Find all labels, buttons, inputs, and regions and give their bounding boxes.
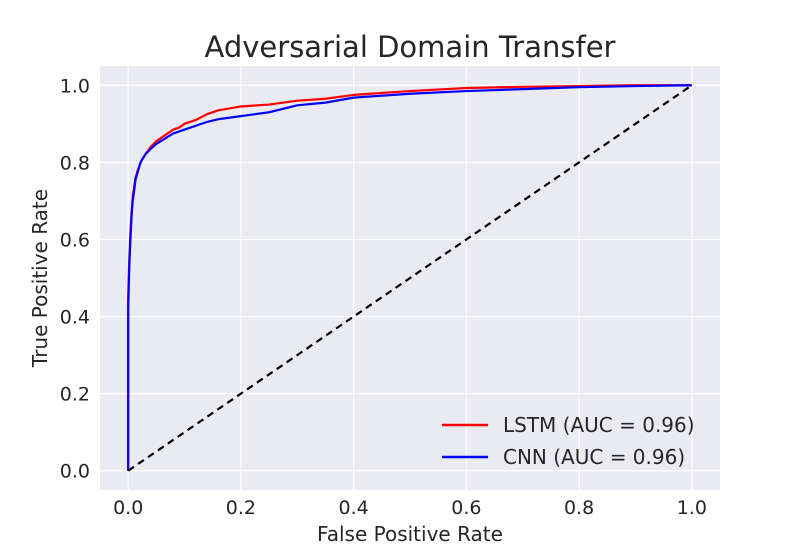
x-tick-label: 0.8 [564, 497, 594, 519]
legend: LSTM (AUC = 0.96) CNN (AUC = 0.96) [442, 413, 695, 469]
chart-title: Adversarial Domain Transfer [205, 30, 616, 64]
x-tick-label: 0.4 [339, 497, 369, 519]
chance-diagonal-line [127, 84, 693, 472]
x-tick-label: 0.0 [113, 497, 143, 519]
grid-lines [100, 66, 720, 490]
y-tick-label: 0.8 [60, 152, 90, 174]
y-tick-label: 0.2 [60, 384, 90, 406]
y-ticks: 0.0 0.2 0.4 0.6 0.8 1.0 [60, 75, 90, 482]
y-tick-label: 0.6 [60, 229, 90, 251]
y-tick-label: 0.4 [60, 307, 90, 329]
x-tick-label: 0.6 [451, 497, 481, 519]
series-lines [127, 84, 693, 472]
y-tick-label: 1.0 [60, 75, 90, 97]
legend-label-lstm: LSTM (AUC = 0.96) [503, 413, 695, 437]
y-tick-label: 0.0 [60, 461, 90, 483]
x-ticks: 0.0 0.2 0.4 0.6 0.8 1.0 [113, 497, 707, 519]
x-axis-label: False Positive Rate [317, 522, 503, 546]
x-tick-label: 1.0 [677, 497, 707, 519]
cnn-roc-line [127, 84, 692, 471]
legend-label-cnn: CNN (AUC = 0.96) [503, 445, 685, 469]
y-axis-label: True Positive Rate [28, 189, 52, 368]
x-tick-label: 0.2 [226, 497, 256, 519]
